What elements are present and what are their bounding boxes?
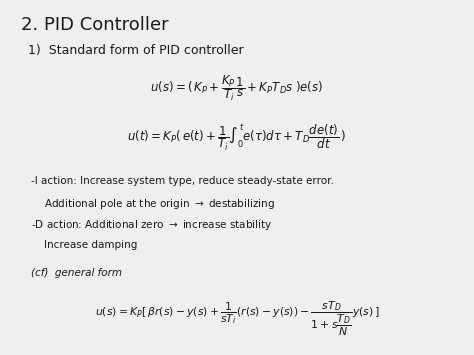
Text: 2. PID Controller: 2. PID Controller [21, 16, 169, 34]
Text: -I action: Increase system type, reduce steady-state error.: -I action: Increase system type, reduce … [31, 176, 334, 186]
Text: $u( s ) = K_{P} [\, \beta r( s ) - y( s ) + \dfrac{1}{sT_{i}} ( r( s ) - y( s ) : $u( s ) = K_{P} [\, \beta r( s ) - y( s … [94, 300, 380, 338]
Text: -D action: Additional zero $\rightarrow$ increase stability: -D action: Additional zero $\rightarrow$… [31, 218, 272, 232]
Text: 1)  Standard form of PID controller: 1) Standard form of PID controller [28, 44, 244, 58]
Text: $u( t ) = K_{P} ( \, e( t ) + \dfrac{1}{T_{i}} \int_{0}^{t} e( \tau ) d\tau + T_: $u( t ) = K_{P} ( \, e( t ) + \dfrac{1}{… [128, 122, 346, 153]
Text: $u( s )=( \, K_{P} + \dfrac{K_{P}}{T_{i}} \dfrac{1}{s} + K_{P} T_{D} s \;) e( s : $u( s )=( \, K_{P} + \dfrac{K_{P}}{T_{i}… [150, 73, 324, 103]
Text: (cf)  general form: (cf) general form [31, 268, 122, 278]
Text: Increase damping: Increase damping [31, 240, 137, 250]
Text: Additional pole at the origin $\rightarrow$ destabilizing: Additional pole at the origin $\rightarr… [31, 197, 274, 211]
